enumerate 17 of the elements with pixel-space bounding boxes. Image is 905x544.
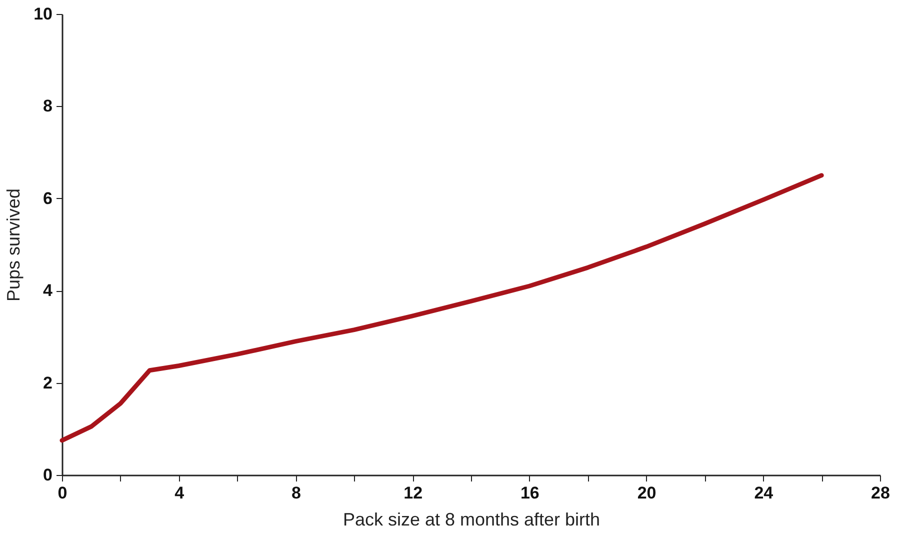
y-tick-label: 6 bbox=[43, 188, 52, 208]
x-tick-label: 0 bbox=[58, 484, 68, 502]
x-tick-label: 12 bbox=[404, 484, 423, 502]
x-tick-label: 16 bbox=[520, 484, 540, 502]
y-tick-label: 2 bbox=[43, 373, 52, 392]
y-tick-label: 8 bbox=[43, 96, 52, 116]
x-tick-label: 8 bbox=[291, 484, 301, 502]
y-tick-label: 10 bbox=[34, 4, 52, 24]
y-tick-label: 4 bbox=[43, 281, 54, 300]
line-series bbox=[60, 173, 824, 443]
y-tick-label: 0 bbox=[43, 466, 52, 484]
x-axis-title: Pack size at 8 months after birth bbox=[342, 510, 600, 530]
x-tick-label: 24 bbox=[754, 484, 774, 502]
y-axis-title: Pups survived bbox=[4, 188, 24, 302]
x-tick-label: 4 bbox=[174, 484, 185, 502]
x-tick-label: 20 bbox=[637, 484, 656, 502]
x-tick-label: 28 bbox=[871, 484, 890, 502]
